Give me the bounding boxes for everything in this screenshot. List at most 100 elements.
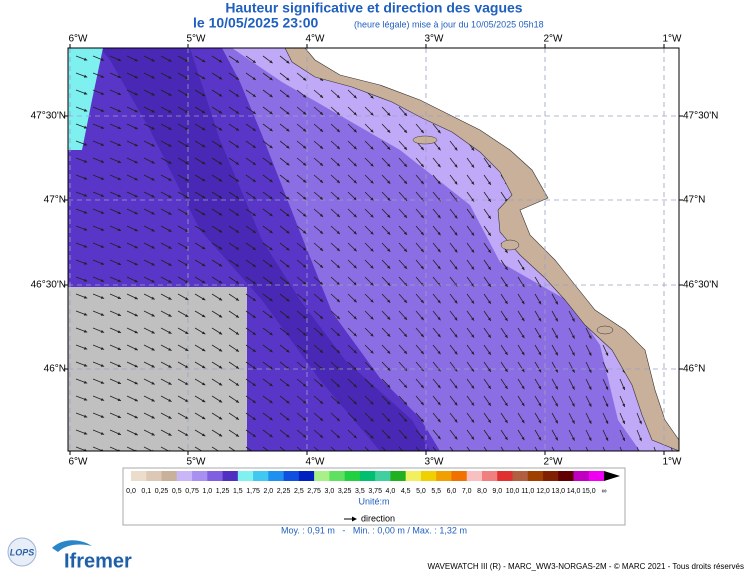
arrow [160, 276, 172, 283]
arrow [415, 259, 425, 270]
arrow [160, 55, 172, 62]
arrow [160, 174, 172, 181]
arrow [92, 106, 105, 112]
arrow [245, 429, 257, 438]
arrow [551, 293, 559, 305]
arrow [381, 174, 391, 184]
arrow-head [168, 245, 172, 249]
arrow [143, 259, 155, 266]
arrow-head [387, 367, 391, 371]
arrow-head [404, 453, 407, 456]
arrow [483, 310, 492, 322]
arrow [160, 106, 172, 113]
arrow [483, 259, 492, 271]
arrow-head [168, 347, 172, 351]
arrow-shaft [517, 446, 521, 451]
arrow [330, 395, 341, 405]
arrow-head [134, 92, 138, 96]
arrow [398, 259, 408, 270]
arrow-head [638, 437, 642, 442]
arrow-head [471, 419, 475, 423]
arrow [92, 208, 105, 214]
arrow-head [286, 400, 290, 404]
arrow-head [353, 333, 357, 337]
arrow [449, 327, 458, 338]
arrow-head [269, 94, 273, 98]
arrow-shaft [398, 446, 404, 451]
arrow [483, 208, 492, 220]
arrow-head [319, 196, 324, 200]
arrow-head [538, 300, 542, 305]
arrow [347, 174, 357, 184]
scale-label: 3,25 [338, 488, 352, 495]
arrow [585, 361, 592, 373]
arrow-head [185, 348, 189, 351]
arrow [415, 123, 425, 134]
arrow [585, 378, 592, 390]
arrow-head [151, 330, 155, 334]
arrow-head [151, 177, 155, 181]
arrow [398, 429, 408, 440]
graticule [68, 48, 679, 451]
arrow-head [100, 364, 105, 367]
arrow-head [168, 330, 172, 334]
arrow-head [521, 385, 525, 390]
arrow-head [487, 334, 491, 338]
arrow-head [100, 143, 105, 146]
arrow [313, 293, 324, 303]
arrow-head [117, 228, 121, 231]
arrow [483, 378, 492, 390]
arrow-head [454, 385, 458, 389]
color-swatch [131, 471, 147, 481]
arrow-head [353, 452, 356, 455]
arrow [194, 344, 206, 352]
arrow-head [134, 347, 138, 351]
arrow-head [471, 436, 475, 440]
arrow-head [201, 416, 206, 420]
arrow [143, 55, 155, 62]
arrow-head [218, 433, 223, 437]
arrow [313, 395, 324, 405]
arrow [568, 412, 575, 424]
arrow-shaft [466, 446, 471, 451]
arrow-head [303, 111, 307, 115]
arrow [313, 157, 324, 167]
arrow-head [521, 266, 525, 271]
arrow-head [269, 60, 273, 64]
arrow-head [218, 399, 223, 403]
color-swatch [161, 471, 178, 481]
arrow-head [100, 279, 105, 282]
arrow [279, 140, 290, 149]
arrow [313, 191, 324, 201]
arrow [109, 259, 122, 266]
arrow-head [117, 330, 121, 333]
arrow [194, 55, 206, 63]
arrow-head [286, 434, 290, 438]
arrow-head [320, 452, 323, 455]
color-swatch [253, 471, 269, 481]
arrow [364, 327, 374, 337]
arrow-head [454, 215, 458, 219]
arrow-head [319, 349, 324, 353]
arrow-shaft [126, 446, 137, 451]
color-swatch [314, 471, 330, 481]
arrow [109, 344, 122, 351]
arrow [398, 378, 408, 389]
scale-label: 0,0 [126, 488, 136, 495]
arrow-head [353, 248, 357, 252]
color-swatch [390, 471, 406, 481]
arrow-head [319, 332, 324, 336]
arrow-head [303, 264, 307, 268]
arrow-head [100, 211, 105, 214]
arrow-head [201, 331, 206, 335]
arrow-head [185, 331, 189, 334]
color-swatch [573, 471, 590, 481]
arrow-head [286, 145, 290, 149]
arrow-head [235, 348, 239, 352]
arrow [398, 140, 408, 151]
arrow [432, 429, 441, 440]
map [68, 48, 679, 456]
arrow [381, 191, 391, 201]
arrow-head [269, 264, 273, 268]
arrow-shaft [585, 446, 589, 451]
